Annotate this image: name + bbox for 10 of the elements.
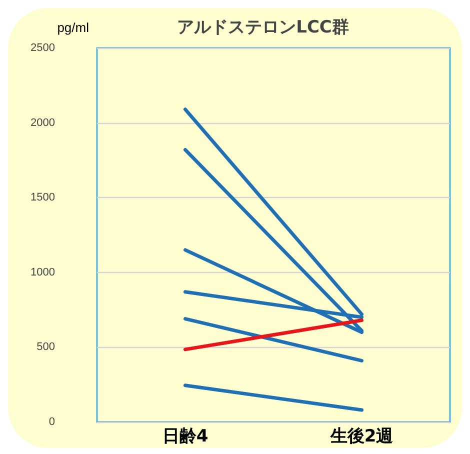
y-tick-label: 1500 (30, 192, 55, 204)
y-tick-label: 2000 (30, 116, 55, 129)
y-tick-label: 0 (48, 416, 55, 428)
y-axis-title: pg/ml (57, 20, 90, 35)
x-tick-label: 生後2週 (329, 426, 394, 446)
y-tick-label: 2500 (30, 42, 55, 54)
chart-title: アルドステロンLCC群 (177, 18, 349, 38)
x-tick-label: 日齢4 (162, 426, 208, 446)
y-tick-label: 1000 (30, 266, 55, 278)
y-tick-label: 500 (36, 341, 55, 354)
